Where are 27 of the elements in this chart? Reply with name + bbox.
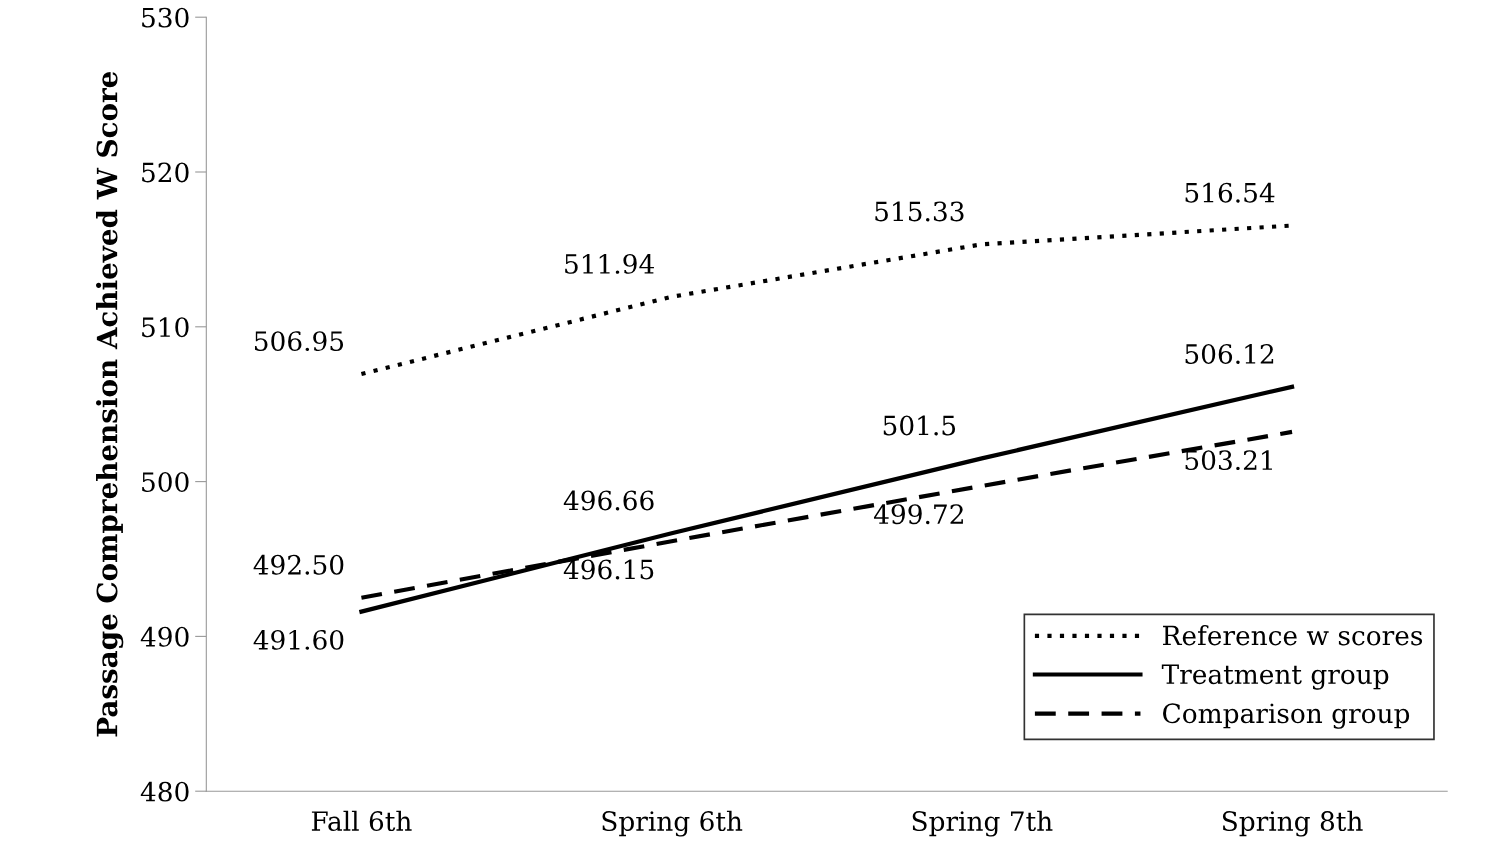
legend-label: Comparison group: [1163, 703, 1410, 729]
data-label: 516.54: [1185, 182, 1275, 203]
data-label: 506.95: [254, 331, 344, 352]
y-tick-label: 520: [142, 162, 189, 183]
x-tick-label: Fall 6th: [311, 810, 412, 832]
legend-label: Reference w scores: [1163, 624, 1423, 646]
y-tick-label: 480: [140, 781, 189, 802]
legend-label: Treatment group: [1161, 664, 1389, 690]
data-label: 501.5: [883, 415, 956, 436]
x-tick-label: Spring 6th: [602, 810, 743, 837]
y-axis-title: Passage Comprehension Achieved W Score: [96, 71, 124, 737]
x-tick-label: Spring 8th: [1222, 810, 1363, 837]
y-tick-label: 530: [142, 7, 189, 28]
y-tick-label: 500: [142, 472, 189, 492]
data-label: 503.21: [1185, 450, 1272, 471]
data-label: 491.60: [253, 629, 344, 650]
data-label: 492.50: [253, 554, 344, 575]
data-label: 506.12: [1185, 344, 1274, 364]
line-series: [359, 384, 1295, 614]
data-label: 499.72: [873, 504, 963, 525]
y-tick-label: 490: [140, 626, 189, 647]
data-label: 515.33: [875, 201, 964, 222]
data-label: 496.66: [563, 490, 654, 511]
y-tick-label: 510: [142, 317, 189, 338]
x-tick-label: Spring 7th: [912, 810, 1053, 837]
data-label: 496.15: [563, 559, 654, 580]
data-label: 511.94: [565, 253, 654, 274]
